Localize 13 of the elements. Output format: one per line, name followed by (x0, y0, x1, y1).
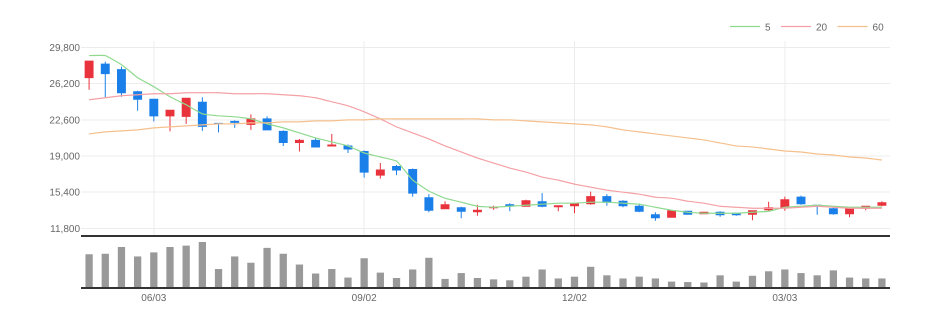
legend-label: 60 (872, 22, 884, 34)
x-tick-label: 09/02 (352, 293, 378, 304)
x-tick-label: 06/03 (141, 293, 167, 304)
x-tick-label: 03/03 (772, 293, 798, 304)
y-tick-label: 15,400 (49, 188, 80, 199)
y-tick-label: 19,000 (49, 152, 80, 162)
x-tick-label: 12/02 (562, 293, 588, 304)
y-tick-label: 29,800 (49, 43, 80, 54)
y-tick-label: 11,800 (50, 224, 80, 235)
legend-label: 20 (816, 22, 828, 34)
legend-label: 5 (765, 22, 771, 34)
y-tick-label: 26,200 (49, 79, 80, 90)
y-tick-label: 22,600 (49, 115, 80, 126)
